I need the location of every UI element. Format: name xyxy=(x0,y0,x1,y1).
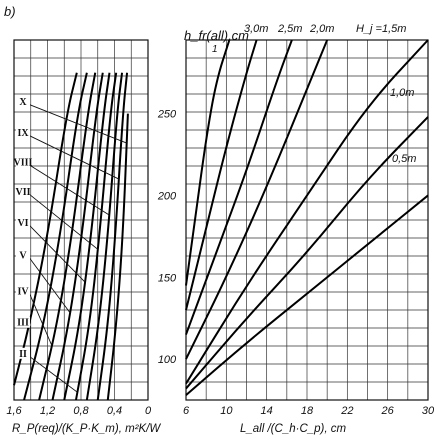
panel-label: b) xyxy=(4,4,16,19)
left-curve-x xyxy=(106,113,129,401)
right-curve-label: 2,0m xyxy=(309,23,334,35)
left-curve-vii xyxy=(74,72,118,401)
right-curve-label: 3,0m xyxy=(244,23,268,35)
roman-label-bg xyxy=(16,347,30,359)
roman-label-iv: IV xyxy=(17,287,29,298)
x-tick-label: 22 xyxy=(340,405,353,417)
x-tick-label: 1,6 xyxy=(6,405,22,417)
center-axis-title: h_fr(all),cm xyxy=(184,28,249,43)
x-tick-label: 1,2 xyxy=(40,405,55,417)
left-curve-iv xyxy=(38,72,97,401)
y-tick-label: 200 xyxy=(157,190,177,202)
label-leader-line xyxy=(29,294,53,347)
x-tick-label: 0,8 xyxy=(73,405,89,417)
right-curve xyxy=(185,194,429,396)
roman-label-bg xyxy=(16,249,30,261)
roman-label-viii: VIII xyxy=(14,157,33,168)
roman-label-v: V xyxy=(19,251,27,262)
label-leader-line xyxy=(29,135,120,180)
label-leader-line xyxy=(29,104,127,144)
right-x-axis-title: L_all /(C_h·C_p), cm xyxy=(240,423,347,435)
x-tick-label: 14 xyxy=(261,405,273,417)
y-tick-label: 150 xyxy=(158,272,177,284)
label-leader-line xyxy=(29,325,32,374)
x-tick-label: 30 xyxy=(422,405,434,417)
right-curve xyxy=(185,39,231,286)
roman-label-vii: VII xyxy=(15,187,30,198)
chart-labels: 1,6 1,2 0,8 0,4 0 6 10 14 18 22 26 30 100 150 200 250 X I… xyxy=(6,23,434,417)
right-curve xyxy=(185,39,258,311)
right-curve xyxy=(185,116,429,390)
roman-label-bg xyxy=(16,285,30,297)
roman-label-x: X xyxy=(19,97,27,108)
x-tick-label: 0 xyxy=(145,405,152,417)
left-curve-iii xyxy=(23,72,88,401)
roman-label-bg xyxy=(16,126,30,138)
left-curve-ii xyxy=(13,72,78,386)
x-tick-label: 10 xyxy=(220,405,233,417)
roman-label-bg xyxy=(16,216,30,228)
left-curve-ix xyxy=(96,72,129,401)
right-curve-label: 1,0m xyxy=(390,87,414,99)
x-tick-label: 18 xyxy=(301,405,314,417)
right-panel-frame xyxy=(185,39,429,401)
y-tick-label: 250 xyxy=(157,109,177,121)
right-curve-label: 2,5m xyxy=(277,23,302,35)
right-curve-label: 1 xyxy=(212,44,218,55)
y-tick-label: 100 xyxy=(158,354,177,366)
left-panel-frame xyxy=(13,39,149,401)
left-curve-viii xyxy=(85,72,124,401)
left-grid xyxy=(13,40,149,400)
right-curves xyxy=(185,39,429,396)
label-leader-line xyxy=(29,194,99,250)
x-tick-label: 6 xyxy=(183,405,190,417)
roman-label-ii: II xyxy=(19,349,27,360)
right-curve-label: 0,5m xyxy=(392,153,416,165)
roman-label-bg xyxy=(16,156,30,168)
label-leader-line xyxy=(29,164,110,216)
left-x-axis-title: R_P(req)/(K_P·K_m), m²K/W xyxy=(12,423,161,435)
label-leader-line xyxy=(29,356,78,393)
left-curve-vi xyxy=(63,72,111,401)
roman-label-bg xyxy=(16,185,30,197)
roman-label-vi: VI xyxy=(17,218,28,229)
roman-label-bg xyxy=(16,316,30,328)
x-tick-label: 26 xyxy=(381,405,395,417)
label-leader-line xyxy=(29,258,71,314)
roman-label-bg xyxy=(16,95,30,107)
right-curve xyxy=(185,39,329,360)
label-leader-line xyxy=(29,225,86,283)
right-grid xyxy=(185,40,429,400)
right-curve xyxy=(185,39,293,335)
roman-label-ix: IX xyxy=(17,128,29,139)
roman-label-iii: III xyxy=(17,318,29,329)
x-tick-label: 0,4 xyxy=(107,405,122,417)
right-curve xyxy=(185,39,429,385)
right-curve-label: H_j =1,5m xyxy=(356,23,406,35)
